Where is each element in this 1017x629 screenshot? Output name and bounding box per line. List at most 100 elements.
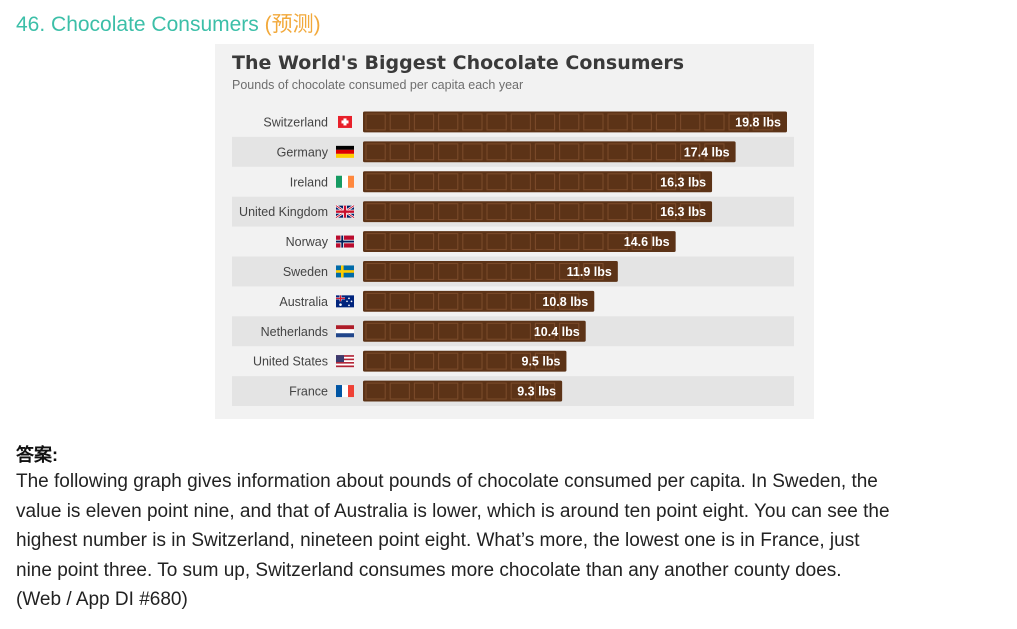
bar-segment: [534, 382, 556, 400]
bar-segments: [365, 173, 701, 191]
bar-segment: [510, 203, 531, 221]
bar-segment: [655, 203, 677, 221]
bar-segment: [655, 173, 677, 191]
bar-segment: [438, 143, 459, 161]
bar-segment: [413, 262, 435, 280]
bar-segment: [752, 113, 773, 131]
bar-segment: [438, 382, 459, 400]
bar-segment: [510, 322, 531, 340]
bar-segment: [365, 233, 386, 251]
bar-segment: [365, 322, 386, 340]
bar-segment: [438, 113, 459, 131]
bar-segment: [534, 143, 556, 161]
bar-segment: [486, 352, 507, 370]
flag-united-states-icon: [336, 355, 354, 368]
flag-sweden-icon: [336, 265, 354, 278]
bar-segment: [438, 292, 459, 310]
bar-segment: [486, 143, 507, 161]
bar-segment: [486, 173, 507, 191]
bar-segment: [680, 113, 701, 131]
bar-segment: [365, 292, 386, 310]
bar-segment: [510, 382, 531, 400]
bar-segment: [413, 292, 435, 310]
value-label: 9.5 lbs: [522, 355, 561, 369]
bar-segment: [559, 322, 580, 340]
bar-segment: [413, 173, 435, 191]
flag-united-kingdom-icon: [335, 204, 355, 219]
bar-chart: Switzerland 19.8 lbs Germany 17.4 lbs Irelan…: [232, 111, 794, 406]
bar-segment: [462, 113, 483, 131]
bar-segment: [462, 352, 483, 370]
bar-segments: [365, 322, 580, 340]
bar-segment: [534, 292, 556, 310]
bar-segments: [365, 143, 725, 161]
flag-australia-icon: [336, 295, 354, 308]
bar-segment: [389, 173, 410, 191]
bar-segment: [583, 233, 604, 251]
bar-segment: [438, 352, 459, 370]
bar-segment: [365, 143, 386, 161]
bar-segment: [559, 233, 580, 251]
bar-segment: [510, 173, 531, 191]
category-label: United Kingdom: [239, 205, 328, 219]
chart-row: France 9.3 lbs: [232, 376, 794, 406]
answer-line: value is eleven point nine, and that of …: [16, 500, 890, 522]
bar-segment: [655, 113, 677, 131]
bar-segment: [534, 113, 556, 131]
bar-segment: [559, 113, 580, 131]
bar-segment: [680, 203, 701, 221]
answer-label: 答案:: [16, 445, 58, 465]
bar-segment: [583, 173, 604, 191]
category-label: Germany: [277, 145, 329, 159]
bar-segment: [704, 143, 725, 161]
bar-segment: [438, 322, 459, 340]
bar-segment: [413, 203, 435, 221]
value-label: 17.4 lbs: [684, 145, 730, 159]
bar-segment: [534, 262, 556, 280]
bar-segment: [583, 113, 604, 131]
bar-segments: [365, 113, 773, 131]
value-label: 16.3 lbs: [660, 175, 706, 189]
bar-segment: [510, 262, 531, 280]
category-label: Norway: [286, 235, 329, 249]
bar-segment: [607, 233, 628, 251]
bar-segment: [413, 382, 435, 400]
bar-segment: [534, 233, 556, 251]
bar-segment: [365, 352, 386, 370]
bar-segment: [631, 143, 652, 161]
bar: [363, 290, 595, 312]
bar-segment: [583, 262, 604, 280]
bar-segment: [655, 143, 677, 161]
bar-segment: [534, 173, 556, 191]
bar-segment: [486, 233, 507, 251]
bar-segment: [486, 322, 507, 340]
bar-segment: [413, 113, 435, 131]
bar: [363, 201, 713, 223]
chart-row: Norway 14.6 lbs: [286, 231, 676, 252]
answer-line: highest number is in Switzerland, ninete…: [16, 530, 860, 552]
bar-segment: [559, 143, 580, 161]
bar-segment: [438, 173, 459, 191]
bar-segment: [365, 173, 386, 191]
bar-segment: [559, 292, 580, 310]
bar-segment: [510, 352, 531, 370]
value-label: 11.9 lbs: [567, 265, 612, 279]
bar-segment: [534, 352, 556, 370]
value-label: 10.4 lbs: [534, 325, 580, 339]
bar-segment: [389, 262, 410, 280]
page-heading: 46. Chocolate Consumers (预测): [16, 8, 321, 38]
answer-text: The following graph gives information ab…: [16, 467, 1011, 615]
bar-segment: [462, 203, 483, 221]
category-label: Sweden: [283, 265, 328, 279]
value-label: 16.3 lbs: [660, 205, 706, 219]
bar-segments: [365, 292, 580, 310]
bar-segment: [389, 352, 410, 370]
chart-subtitle: Pounds of chocolate consumed per capita …: [232, 78, 524, 92]
value-label: 14.6 lbs: [624, 235, 670, 249]
bar-segment: [486, 292, 507, 310]
bar-segment: [607, 173, 628, 191]
bar-segment: [510, 113, 531, 131]
bar-segment: [462, 382, 483, 400]
bar-segment: [438, 262, 459, 280]
bar-segment: [534, 322, 556, 340]
